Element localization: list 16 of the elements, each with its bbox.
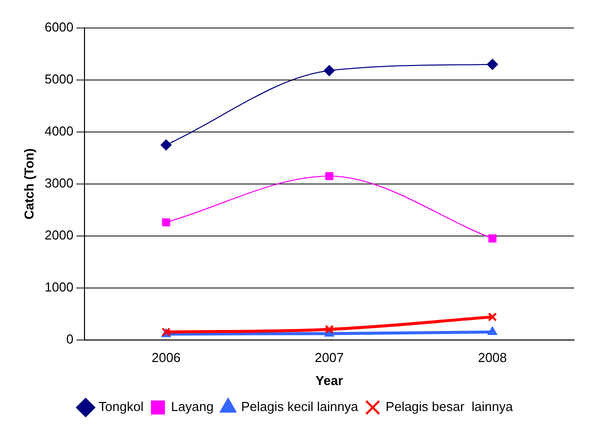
y-tick-label: 6000	[44, 20, 74, 35]
legend-label: Tongkol	[98, 399, 144, 414]
x-tick-label: 2008	[478, 350, 507, 366]
legend-label: Pelagis kecil lainnya	[241, 399, 359, 414]
y-tick-label: 2000	[44, 227, 74, 242]
y-tick-label: 0	[66, 331, 74, 346]
y-tick-label: 5000	[44, 72, 74, 87]
y-tick-label: 4000	[44, 124, 74, 139]
legend-label: Layang	[170, 399, 214, 414]
y-tick-label: 1000	[44, 279, 74, 294]
y-axis-title: Catch (Ton)	[21, 148, 36, 220]
x-tick-label: 2007	[314, 350, 344, 366]
x-axis-title: Year	[316, 372, 343, 388]
y-tick-label: 3000	[44, 175, 74, 190]
legend-label: Pelagis besar lainnya	[386, 399, 514, 414]
x-tick-label: 2006	[152, 350, 181, 366]
